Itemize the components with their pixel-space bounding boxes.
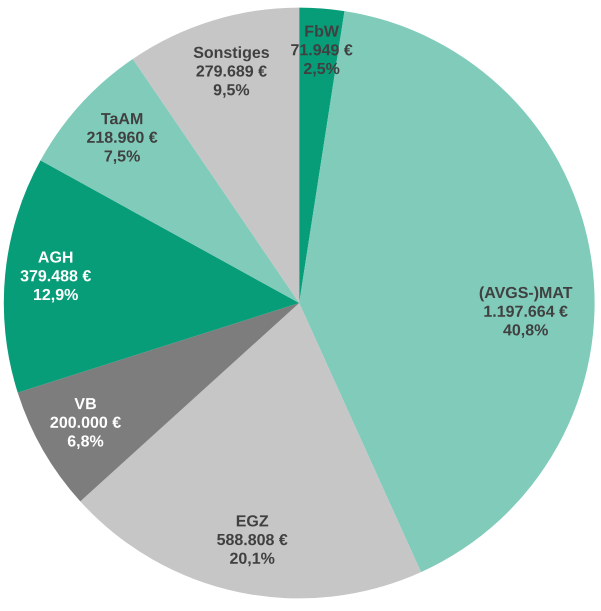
svg-text:12,9%: 12,9% <box>33 287 78 304</box>
svg-text:FbW: FbW <box>304 24 340 41</box>
svg-text:1.197.664 €: 1.197.664 € <box>483 304 568 321</box>
svg-text:9,5%: 9,5% <box>213 82 249 99</box>
svg-text:6,8%: 6,8% <box>67 433 103 450</box>
svg-text:20,1%: 20,1% <box>229 551 274 568</box>
svg-text:VB: VB <box>74 396 96 413</box>
svg-text:TaAM: TaAM <box>101 111 143 128</box>
svg-text:(AVGS-)MAT: (AVGS-)MAT <box>479 285 573 302</box>
svg-text:40,8%: 40,8% <box>503 322 548 339</box>
svg-text:588.808 €: 588.808 € <box>217 532 288 549</box>
svg-text:7,5%: 7,5% <box>104 148 140 165</box>
svg-text:379.488 €: 379.488 € <box>20 268 91 285</box>
svg-text:AGH: AGH <box>38 250 74 267</box>
svg-text:218.960 €: 218.960 € <box>86 130 157 147</box>
svg-text:200.000 €: 200.000 € <box>50 415 121 432</box>
svg-text:71.949 €: 71.949 € <box>290 42 352 59</box>
svg-text:279.689 €: 279.689 € <box>196 64 267 81</box>
svg-text:2,5%: 2,5% <box>303 61 339 78</box>
svg-text:Sonstiges: Sonstiges <box>193 45 270 62</box>
svg-text:EGZ: EGZ <box>236 513 269 530</box>
